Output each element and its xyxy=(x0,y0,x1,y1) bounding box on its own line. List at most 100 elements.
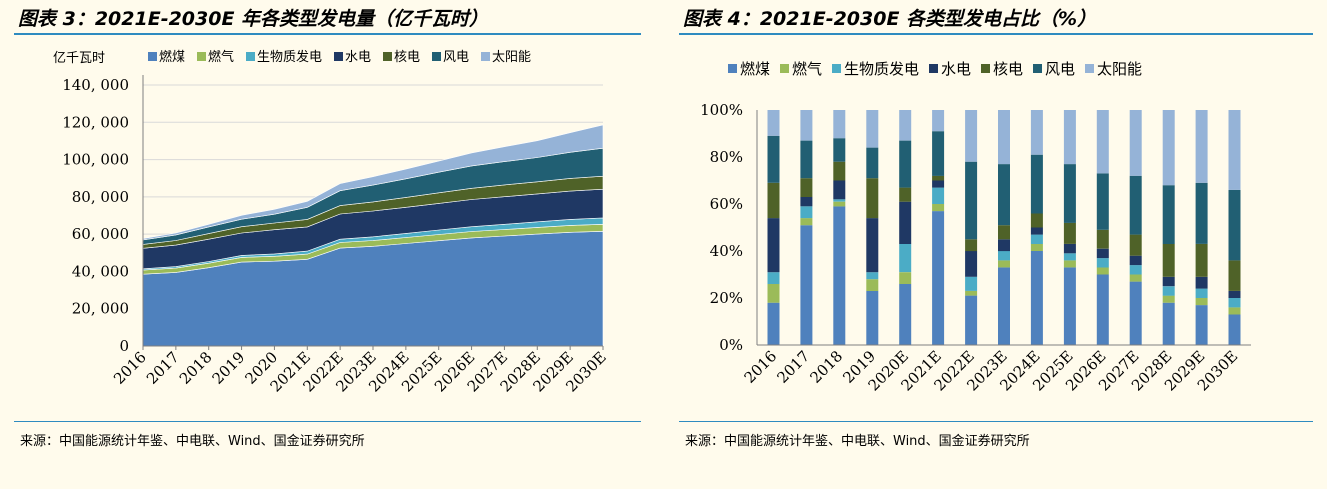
bar-segment-生物质发电 xyxy=(1129,265,1142,275)
bar-segment-核电 xyxy=(965,239,978,252)
source-rule xyxy=(679,421,1313,422)
bar-segment-生物质发电 xyxy=(998,251,1010,261)
legend-label-水电: 水电 xyxy=(941,60,971,78)
bar-segment-燃气 xyxy=(932,204,945,212)
legend-label-水电: 水电 xyxy=(345,50,371,65)
title-rule xyxy=(679,33,1313,35)
bar-segment-燃煤 xyxy=(1063,267,1076,345)
bar-segment-燃煤 xyxy=(833,206,846,345)
legend-swatch-太阳能 xyxy=(481,52,490,61)
legend-label-生物质发电: 生物质发电 xyxy=(257,49,322,65)
bar-segment-燃煤 xyxy=(1162,302,1175,345)
figure-title: 图表 4：2021E-2030E 各类型发电占比（%） xyxy=(683,8,1097,30)
bar-segment-核电 xyxy=(1030,213,1043,228)
bar-segment-太阳能 xyxy=(1129,110,1142,176)
bar-segment-燃气 xyxy=(833,201,846,207)
y-tick-label: 20% xyxy=(710,289,743,307)
bar-segment-生物质发电 xyxy=(965,276,978,291)
bar-segment-核电 xyxy=(1195,243,1208,277)
bar-segment-燃气 xyxy=(998,260,1010,268)
bar-segment-太阳能 xyxy=(965,110,978,162)
legend-label-燃煤: 燃煤 xyxy=(740,60,770,78)
bar-segment-燃气 xyxy=(899,272,912,284)
bar-segment-风电 xyxy=(866,147,879,179)
bar-segment-燃煤 xyxy=(1129,281,1142,345)
legend-swatch-燃煤 xyxy=(728,64,737,73)
legend-swatch-燃气 xyxy=(780,64,789,73)
bar-segment-风电 xyxy=(833,138,846,162)
bar-segment-燃气 xyxy=(1030,243,1043,251)
y-tick-label: 100% xyxy=(700,101,743,119)
bar-segment-生物质发电 xyxy=(800,206,813,219)
bar-segment-核电 xyxy=(932,175,945,181)
bar-segment-风电 xyxy=(965,161,978,240)
bar-segment-水电 xyxy=(965,251,978,277)
area-chart: 亿千瓦时 燃煤 燃气 生物质发电 水电 核电 风电 太阳能 0 20, 000 40, 000 60,… xyxy=(53,49,610,396)
bar-segment-生物质发电 xyxy=(899,243,912,273)
legend-label-核电: 核电 xyxy=(993,60,1023,78)
bar-segment-燃气 xyxy=(1228,307,1241,315)
bar-segment-燃气 xyxy=(1096,267,1109,275)
bar-segment-太阳能 xyxy=(1096,110,1109,174)
legend-swatch-燃气 xyxy=(197,52,206,61)
y-tick-label: 0% xyxy=(719,336,743,354)
x-tick-label: 2019 xyxy=(209,348,249,388)
bar-segment-生物质发电 xyxy=(866,272,879,280)
bar-segment-燃煤 xyxy=(1195,305,1208,345)
bar-segment-燃气 xyxy=(767,283,780,303)
legend-swatch-核电 xyxy=(981,64,990,73)
bar-segment-生物质发电 xyxy=(1228,298,1241,308)
bar-segment-水电 xyxy=(800,196,813,207)
bar-segment-生物质发电 xyxy=(1162,286,1175,296)
y-tick-label: 60% xyxy=(710,195,743,213)
bar-segment-水电 xyxy=(1030,227,1043,235)
bar-segment-核电 xyxy=(866,178,879,219)
x-tick-label: 2017 xyxy=(143,348,183,388)
bar-segment-风电 xyxy=(998,164,1010,226)
bar-segment-燃气 xyxy=(1129,274,1142,282)
bar-segment-风电 xyxy=(767,135,780,183)
bar-segment-太阳能 xyxy=(1030,110,1043,155)
bar-segment-水电 xyxy=(1195,276,1208,289)
bar-segment-燃煤 xyxy=(767,302,780,345)
legend-swatch-核电 xyxy=(383,52,392,61)
bar-segment-太阳能 xyxy=(767,110,780,136)
bar-segment-水电 xyxy=(1228,290,1241,298)
bar-segment-燃气 xyxy=(866,279,879,291)
bar-segment-燃煤 xyxy=(932,211,945,345)
bar-segment-太阳能 xyxy=(1063,110,1076,165)
x-tick-label: 2018 xyxy=(176,348,216,388)
title-rule xyxy=(14,33,641,35)
bar-segment-水电 xyxy=(1129,255,1142,266)
bar-segment-生物质发电 xyxy=(1063,253,1076,261)
y-tick-label: 40% xyxy=(710,242,743,260)
bar-segment-风电 xyxy=(1030,154,1043,214)
bar-segment-太阳能 xyxy=(800,110,813,141)
bar-segment-太阳能 xyxy=(866,110,879,148)
bar-segment-太阳能 xyxy=(1228,110,1241,190)
bar-segment-核电 xyxy=(1063,222,1076,244)
legend-label-核电: 核电 xyxy=(394,50,420,65)
legend-label-生物质发电: 生物质发电 xyxy=(844,60,919,78)
bar-segment-太阳能 xyxy=(899,110,912,141)
x-tick-label: 2016 xyxy=(741,347,781,387)
bar-segment-水电 xyxy=(1096,248,1109,259)
bar-segment-水电 xyxy=(767,218,780,273)
bar-segment-核电 xyxy=(1129,234,1142,256)
bar-segment-风电 xyxy=(1129,175,1142,235)
bar-segment-生物质发电 xyxy=(932,187,945,204)
legend-label-风电: 风电 xyxy=(443,50,469,65)
bar-segment-燃气 xyxy=(1162,295,1175,303)
legend-label-太阳能: 太阳能 xyxy=(492,50,531,65)
legend-label-燃气: 燃气 xyxy=(792,60,822,78)
bar-segment-燃煤 xyxy=(998,267,1010,345)
bar-segment-风电 xyxy=(800,140,813,179)
figure-title: 图表 3：2021E-2030E 年各类型发电量（亿千瓦时） xyxy=(18,8,489,30)
bar-segment-生物质发电 xyxy=(767,272,780,284)
y-tick-label: 20, 000 xyxy=(72,300,129,318)
bar-segment-生物质发电 xyxy=(1096,258,1109,268)
y-tick-label: 80, 000 xyxy=(72,188,129,206)
bar-segment-太阳能 xyxy=(998,110,1010,165)
bar-segment-燃气 xyxy=(965,290,978,296)
chart-panel-share: 图表 4：2021E-2030E 各类型发电占比（%） 燃煤 燃气 生物质发电 水电 核… xyxy=(665,0,1327,489)
